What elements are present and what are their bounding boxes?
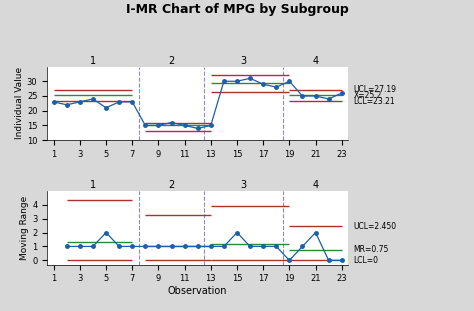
- Text: 4: 4: [312, 180, 319, 190]
- Text: 2: 2: [168, 180, 174, 190]
- Y-axis label: Moving Range: Moving Range: [20, 196, 29, 260]
- Text: UCL=2.450: UCL=2.450: [354, 222, 397, 231]
- Text: X=25.2: X=25.2: [354, 91, 382, 100]
- Text: 1: 1: [90, 56, 96, 66]
- Text: 3: 3: [240, 180, 246, 190]
- Text: I-MR Chart of MPG by Subgroup: I-MR Chart of MPG by Subgroup: [126, 3, 348, 16]
- X-axis label: Observation: Observation: [168, 286, 228, 296]
- Text: UCL=27.19: UCL=27.19: [354, 85, 397, 94]
- Text: LCL=0: LCL=0: [354, 256, 379, 265]
- Text: 4: 4: [312, 56, 319, 66]
- Text: LCL=23.21: LCL=23.21: [354, 97, 395, 106]
- Text: 3: 3: [240, 56, 246, 66]
- Y-axis label: Individual Value: Individual Value: [15, 67, 24, 139]
- Text: 1: 1: [90, 180, 96, 190]
- Text: 2: 2: [168, 56, 174, 66]
- Text: MR=0.75: MR=0.75: [354, 245, 389, 254]
